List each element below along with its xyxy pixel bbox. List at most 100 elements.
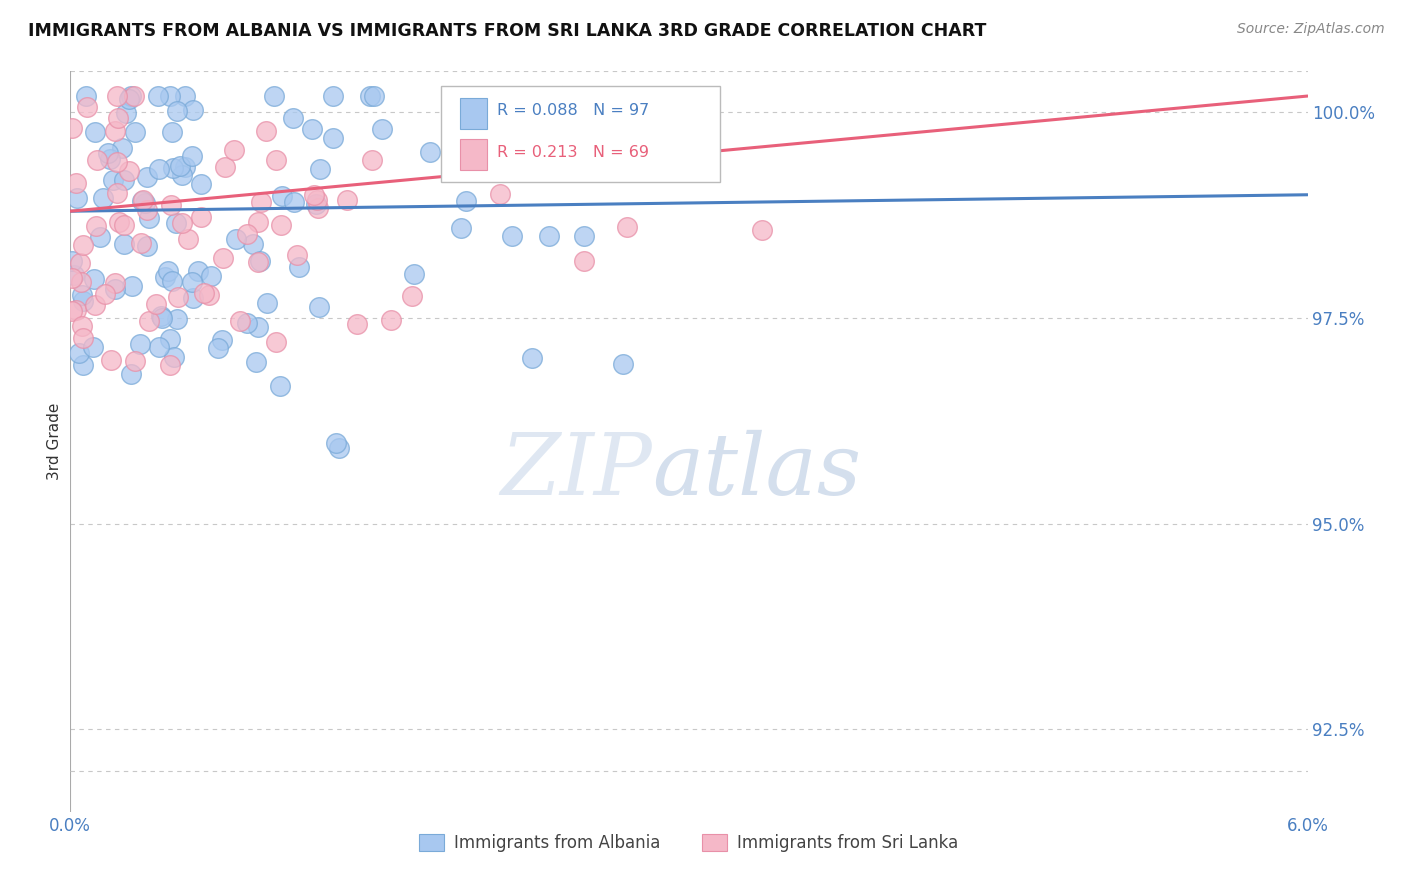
Point <box>301 122 323 136</box>
Point <box>122 89 145 103</box>
Point <box>75 89 97 103</box>
Point <box>166 312 188 326</box>
Point <box>250 195 273 210</box>
Text: Source: ZipAtlas.com: Source: ZipAtlas.com <box>1237 22 1385 37</box>
Text: ZIP: ZIP <box>501 430 652 513</box>
Point <box>131 194 153 209</box>
Point <box>83 272 105 286</box>
Point <box>174 89 197 103</box>
Point <box>224 143 246 157</box>
Y-axis label: 3rd Grade: 3rd Grade <box>46 403 62 480</box>
Point <box>118 164 141 178</box>
Point <box>190 177 212 191</box>
Legend: Immigrants from Albania, Immigrants from Sri Lanka: Immigrants from Albania, Immigrants from… <box>412 828 966 859</box>
Point <box>283 111 305 125</box>
Text: atlas: atlas <box>652 430 860 513</box>
Point <box>264 334 287 349</box>
Point <box>554 164 576 178</box>
Point <box>200 269 222 284</box>
Point <box>100 353 122 368</box>
Text: IMMIGRANTS FROM ALBANIA VS IMMIGRANTS FROM SRI LANKA 3RD GRADE CORRELATION CHART: IMMIGRANTS FROM ALBANIA VS IMMIGRANTS FR… <box>28 22 987 40</box>
Point <box>148 340 170 354</box>
Point <box>322 89 344 103</box>
Point <box>283 195 305 210</box>
Point <box>103 282 125 296</box>
Point <box>235 227 257 241</box>
Point <box>148 89 170 103</box>
Point <box>94 287 117 301</box>
Point <box>112 218 135 232</box>
Point <box>246 319 269 334</box>
Point <box>181 103 204 118</box>
Point <box>60 254 83 268</box>
Point <box>105 89 128 103</box>
Point <box>70 287 93 301</box>
Point <box>148 162 170 177</box>
Point <box>120 89 142 103</box>
Point <box>97 145 120 160</box>
Point <box>242 237 264 252</box>
Point <box>228 314 250 328</box>
Point <box>163 351 186 365</box>
Point <box>86 153 108 167</box>
Point <box>167 290 190 304</box>
Point <box>150 311 173 326</box>
Point <box>120 368 142 382</box>
Point <box>69 256 91 270</box>
Point <box>65 302 87 317</box>
FancyBboxPatch shape <box>460 139 488 169</box>
Point <box>105 154 128 169</box>
Point <box>162 161 184 176</box>
Point <box>82 340 104 354</box>
Point <box>159 358 181 372</box>
Point <box>454 194 477 208</box>
Point <box>138 313 160 327</box>
Point <box>305 197 328 211</box>
Point <box>207 341 229 355</box>
Point <box>170 169 193 183</box>
Point <box>124 125 146 139</box>
Point <box>264 153 287 168</box>
Point <box>285 248 308 262</box>
Point <box>572 254 595 268</box>
Point <box>112 236 135 251</box>
Point <box>254 124 277 138</box>
Point <box>336 193 359 207</box>
Point <box>104 276 127 290</box>
Point <box>193 286 215 301</box>
Point <box>103 172 125 186</box>
Point <box>138 211 160 226</box>
Point <box>181 291 204 305</box>
Point <box>271 189 294 203</box>
Point <box>309 162 332 177</box>
Point <box>104 124 127 138</box>
Point <box>256 296 278 310</box>
Point <box>159 332 181 346</box>
Point <box>83 298 105 312</box>
Point <box>65 177 87 191</box>
Point <box>89 229 111 244</box>
Point <box>160 198 183 212</box>
Point <box>269 379 291 393</box>
Point <box>263 89 285 103</box>
Point <box>145 297 167 311</box>
Point <box>83 125 105 139</box>
Point <box>520 351 543 365</box>
Point <box>572 229 595 244</box>
Point <box>308 300 330 314</box>
Point <box>72 238 94 252</box>
Point <box>66 191 89 205</box>
Point <box>304 188 326 202</box>
Point <box>249 253 271 268</box>
Point <box>134 196 156 211</box>
Point <box>135 238 157 252</box>
Point <box>361 153 384 168</box>
Point <box>236 316 259 330</box>
Point <box>652 104 675 119</box>
Point <box>450 220 472 235</box>
Point <box>72 294 94 309</box>
Point <box>118 92 141 106</box>
Point <box>401 289 423 303</box>
Point <box>166 103 188 118</box>
Point <box>129 236 152 251</box>
